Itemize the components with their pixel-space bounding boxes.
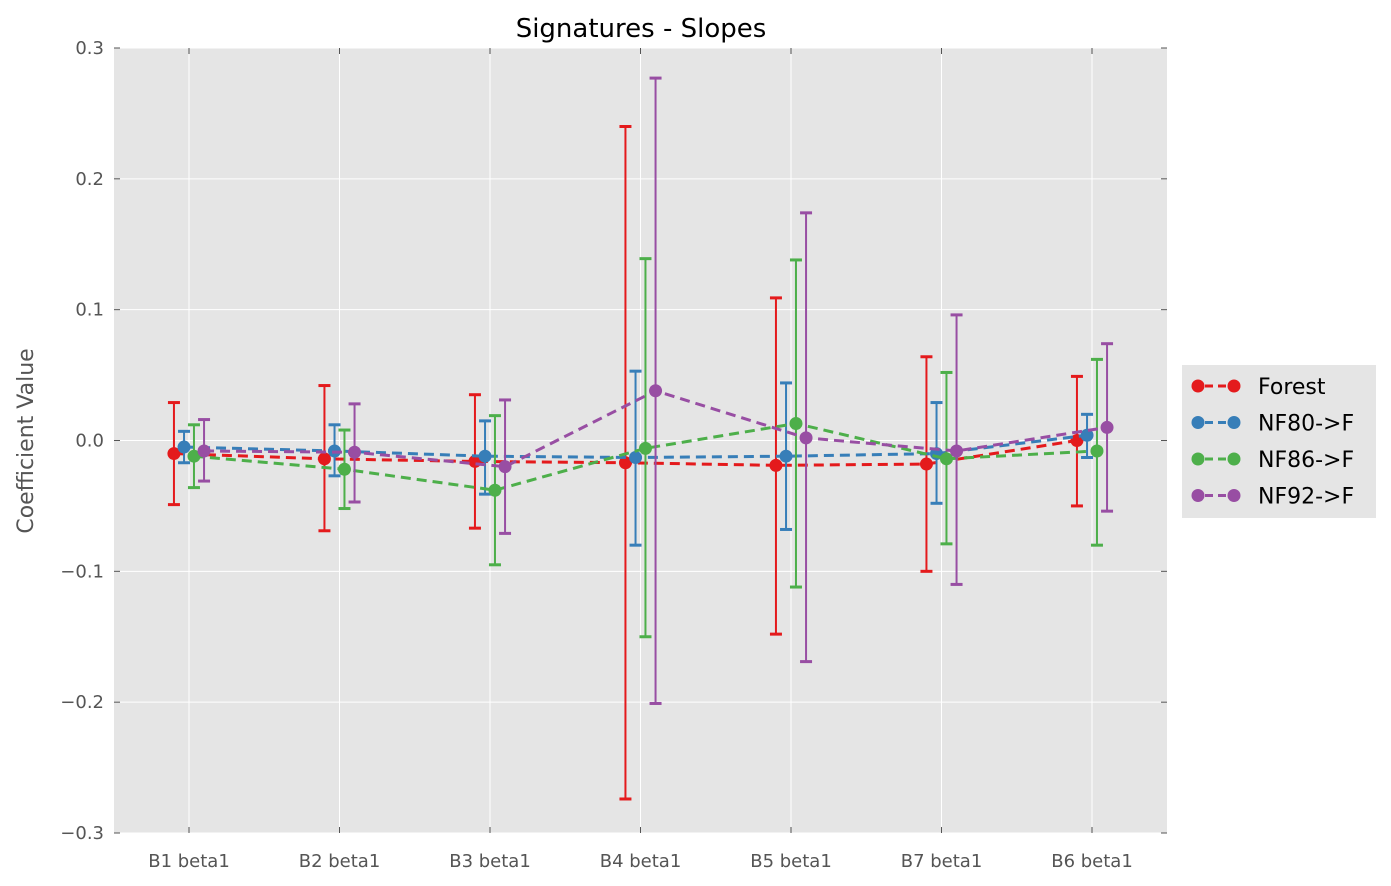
data-point [629,451,643,465]
data-point [478,449,492,463]
data-point [779,449,793,463]
ticks: −0.3 −0.2 −0.1 0.0 0.1 0.2 0.3 B1 beta1 B2 beta1… [60,38,1167,872]
x-tick-label: B4 beta1 [600,851,682,872]
x-tick-label: B1 beta1 [148,851,230,872]
data-point [187,449,201,463]
legend-label: Forest [1258,375,1326,400]
legend-marker [1191,452,1205,466]
y-tick-label: −0.2 [60,692,104,713]
grid [114,47,1167,834]
y-axis-label: Coefficient Value [14,348,39,533]
data-point [618,456,632,470]
data-point [789,416,803,430]
data-point [1100,420,1114,434]
data-point [348,445,362,459]
x-tick-label: B2 beta1 [299,851,381,872]
x-tick-label: B3 beta1 [449,851,531,872]
legend-marker [1227,452,1241,466]
data-point [939,452,953,466]
chart-title: Signatures - Slopes [516,14,767,44]
legend-marker [1191,416,1205,429]
y-tick-label: 0.1 [75,300,104,321]
data-point [1080,428,1094,442]
legend-marker [1191,489,1205,502]
legend-marker [1227,379,1241,393]
x-tick-label: B7 beta1 [901,851,983,872]
y-tick-label: −0.3 [60,823,104,844]
legend: Forest NF80->F NF86->F NF92->F [1182,365,1376,518]
data-point [799,431,813,445]
series-layer [167,76,1114,801]
data-point [337,462,351,476]
data-point [649,384,663,398]
data-point [1090,444,1104,458]
x-tick-label: B5 beta1 [750,851,832,872]
legend-label: NF92->F [1258,485,1354,510]
legend-marker [1227,489,1241,502]
data-point [950,444,964,458]
y-tick-label: 0.2 [75,169,104,190]
legend-marker [1227,416,1241,429]
y-tick-label: 0.3 [75,38,104,59]
data-point [488,483,502,497]
data-point [167,447,181,461]
legend-box [1182,365,1376,518]
y-tick-label: −0.1 [60,561,104,582]
legend-marker [1191,379,1205,393]
data-point [498,460,512,474]
data-point [197,444,211,458]
data-point [769,458,783,472]
data-point [177,440,191,454]
data-point [638,441,652,455]
y-tick-label: 0.0 [75,431,104,452]
data-point [919,457,933,471]
series-nf86-f [187,257,1104,639]
data-point [317,452,331,466]
series-nf92-f [197,76,1114,705]
legend-label: NF86->F [1258,448,1354,473]
legend-label: NF80->F [1258,412,1354,437]
x-tick-label: B6 beta1 [1051,851,1133,872]
series-forest [167,125,1084,801]
